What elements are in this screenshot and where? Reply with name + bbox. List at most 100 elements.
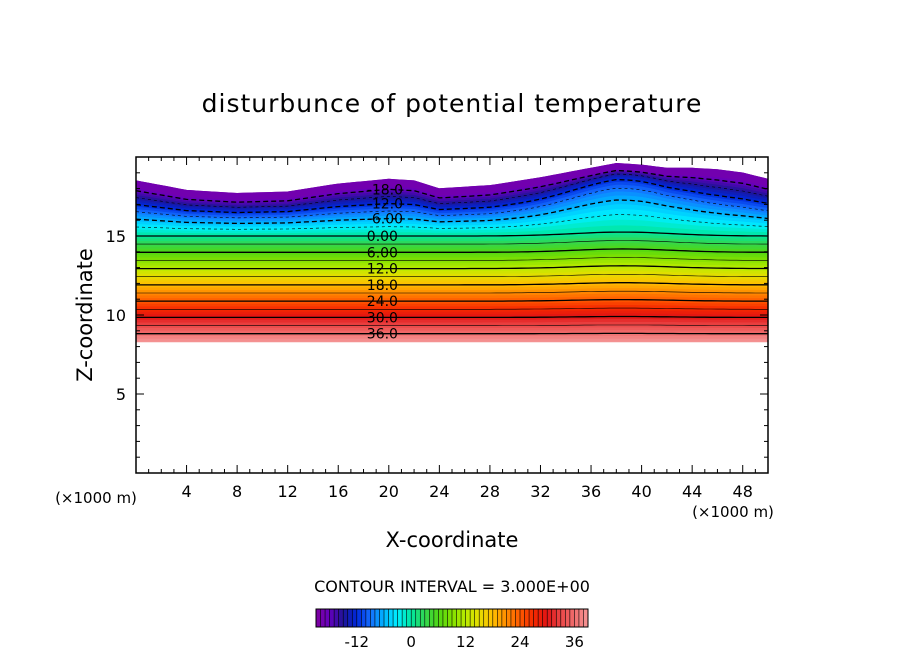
- y-axis-label: Z-coordinate: [73, 248, 97, 382]
- axis-ticks: [136, 157, 768, 473]
- contour-label: 0.00: [367, 229, 398, 245]
- contour-line: [136, 324, 768, 326]
- contour-label: -6.00: [367, 212, 403, 228]
- colorbar-tick-label: 0: [406, 633, 416, 651]
- colorbar-cell: [510, 609, 516, 627]
- x-tick-label: 4: [181, 482, 191, 501]
- colorbar-cell: [488, 609, 494, 627]
- colorbar-cell: [384, 609, 389, 627]
- colorbar-cell: [515, 609, 521, 627]
- colorbar-cell: [461, 609, 466, 627]
- contour-label: 18.0: [367, 278, 398, 294]
- colorbar-cell: [569, 609, 575, 627]
- colorbar-cell: [560, 609, 566, 627]
- y-axis-unit: (×1000 m): [55, 489, 137, 507]
- colorbar-cell: [415, 609, 421, 627]
- colorbar-cell: [438, 609, 444, 627]
- colorbar-frame: [315, 608, 589, 628]
- contour-line: [136, 199, 768, 225]
- colorbar-cell: [497, 609, 503, 627]
- contour-line: [136, 307, 768, 310]
- colorbar-cell: [433, 609, 439, 627]
- contour-line: [136, 178, 768, 214]
- colorbar-tick-labels: -12 0 12 24 36: [345, 633, 584, 651]
- colorbar-cell: [352, 609, 358, 627]
- contour-band: [136, 335, 768, 340]
- colorbar-tick-label: 36: [565, 633, 584, 651]
- colorbar-cell: [402, 609, 407, 627]
- colorbar-tick-label: 12: [456, 633, 475, 651]
- contour-label: 36.0: [367, 327, 398, 343]
- contour-label: 6.00: [367, 245, 398, 261]
- contour-lines: [136, 169, 768, 335]
- colorbar-cell: [470, 609, 475, 627]
- colorbar-cell: [565, 609, 571, 627]
- colorbar-cell: [374, 609, 380, 627]
- contour-label: 24.0: [367, 294, 398, 310]
- colorbar-cell: [474, 609, 480, 627]
- contour-labels: -18.0-12.0-6.000.006.0012.018.024.030.03…: [367, 182, 403, 342]
- colorbar-cell: [551, 609, 557, 627]
- colorbar-cell: [325, 609, 330, 627]
- colorbar-cell: [456, 609, 462, 627]
- colorbar-tick-label: -12: [345, 633, 370, 651]
- colorbar-cell: [429, 609, 435, 627]
- colorbar-cell: [406, 609, 412, 627]
- contour-line: [136, 298, 768, 302]
- colorbar-cell: [424, 609, 430, 627]
- colorbar-cell: [343, 609, 349, 627]
- colorbar-cell: [479, 609, 485, 627]
- x-tick-label: 16: [328, 482, 348, 501]
- colorbar-cell: [578, 609, 584, 627]
- colorbar-cell: [447, 609, 453, 627]
- x-tick-label: 12: [278, 482, 298, 501]
- y-tick-label: 5: [116, 385, 126, 404]
- colorbar-cell: [556, 609, 562, 627]
- contour-line: [136, 273, 768, 278]
- chart-title: disturbunce of potential temperature: [202, 89, 703, 118]
- contour-line: [136, 240, 768, 245]
- contour-line: [136, 282, 768, 286]
- x-tick-label: 8: [232, 482, 242, 501]
- colorbar-cell: [411, 609, 417, 627]
- contour-line: [136, 231, 768, 237]
- colorbar-cell: [393, 609, 398, 627]
- colorbar-cell: [529, 609, 534, 627]
- contour-line: [136, 188, 768, 219]
- x-tick-label: 24: [429, 482, 449, 501]
- y-tick-label: 10: [106, 306, 126, 325]
- contour-line: [136, 290, 768, 294]
- colorbar-cell: [370, 609, 376, 627]
- colorbar-cell: [338, 609, 344, 627]
- colorbar-cell: [329, 609, 335, 627]
- colorbar-cell: [538, 609, 543, 627]
- colorbar-cell: [547, 609, 553, 627]
- x-tick-label: 32: [530, 482, 550, 501]
- colorbar-cell: [347, 609, 353, 627]
- x-tick-label: 48: [733, 482, 753, 501]
- colorbar-cell: [520, 609, 525, 627]
- colorbar-cell: [492, 609, 498, 627]
- contour-line: [136, 169, 768, 203]
- contour-label: -18.0: [367, 182, 403, 198]
- colorbar: [315, 608, 589, 628]
- colorbar-cell: [442, 609, 448, 627]
- contour-label: 30.0: [367, 310, 398, 326]
- colorbar-cell: [361, 609, 367, 627]
- colorbar-cell: [452, 609, 457, 627]
- contour-label: 12.0: [367, 262, 398, 278]
- contour-label: -12.0: [367, 197, 403, 213]
- colorbar-cell: [583, 609, 589, 627]
- colorbar-cell: [506, 609, 512, 627]
- colorbar-cell: [483, 609, 489, 627]
- colorbar-cell: [397, 609, 403, 627]
- colorbar-cell: [465, 609, 471, 627]
- contour-interval-text: CONTOUR INTERVAL = 3.000E+00: [314, 577, 590, 596]
- contour-band: [136, 338, 768, 343]
- colorbar-cell: [420, 609, 426, 627]
- colorbar-cell: [320, 609, 326, 627]
- x-tick-label: 44: [682, 482, 702, 501]
- contour-line: [136, 315, 768, 319]
- colorbar-cell: [501, 609, 507, 627]
- colorbar-cell: [533, 609, 539, 627]
